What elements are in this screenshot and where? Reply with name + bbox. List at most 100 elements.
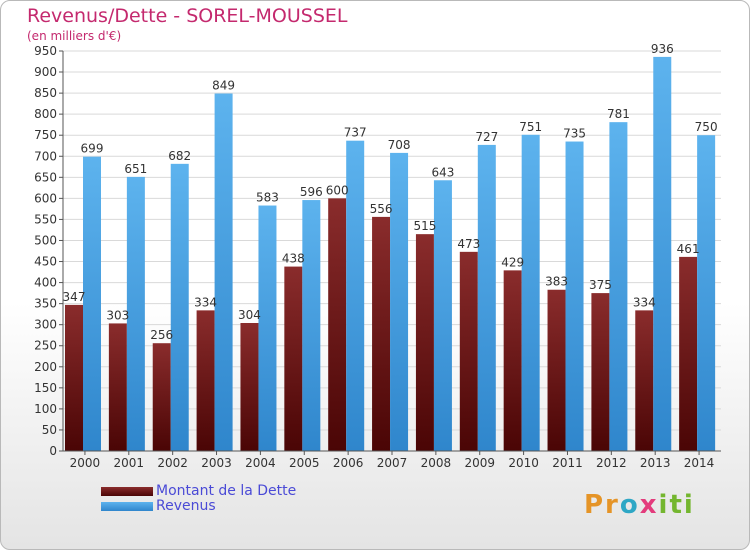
bar-debt xyxy=(503,270,522,451)
y-tick-label: 750 xyxy=(34,128,57,142)
x-tick-label: 2012 xyxy=(596,456,627,470)
bar-revenus xyxy=(83,156,101,451)
label-debt: 556 xyxy=(370,202,393,216)
bar-debt xyxy=(152,343,171,451)
y-tick-label: 800 xyxy=(34,107,57,121)
x-tick-label: 2013 xyxy=(640,456,671,470)
label-debt: 303 xyxy=(106,308,129,322)
bar-revenus xyxy=(170,163,189,451)
bar-debt xyxy=(328,198,347,451)
label-debt: 334 xyxy=(633,295,656,309)
y-tick-label: 250 xyxy=(34,339,57,353)
label-revenus: 727 xyxy=(475,130,498,144)
label-revenus: 737 xyxy=(344,126,367,140)
bar-debt xyxy=(108,323,127,451)
label-revenus: 583 xyxy=(256,191,279,205)
label-revenus: 735 xyxy=(563,127,586,141)
label-debt: 304 xyxy=(238,308,261,322)
bar-debt xyxy=(459,251,478,451)
label-revenus: 651 xyxy=(124,162,147,176)
bar-revenus xyxy=(521,134,540,451)
x-tick-label: 2002 xyxy=(157,456,188,470)
legend-swatch-revenus xyxy=(101,502,153,511)
x-tick-label: 2006 xyxy=(333,456,364,470)
label-debt: 347 xyxy=(63,290,86,304)
x-tick-label: 2000 xyxy=(70,456,101,470)
y-tick-label: 550 xyxy=(34,212,57,226)
label-debt: 375 xyxy=(589,278,612,292)
label-revenus: 699 xyxy=(81,142,104,156)
x-tick-label: 2009 xyxy=(464,456,495,470)
y-tick-label: 400 xyxy=(34,276,57,290)
y-tick-label: 50 xyxy=(42,423,57,437)
bar-debt xyxy=(196,310,215,451)
y-tick-label: 950 xyxy=(34,44,57,58)
label-debt: 473 xyxy=(457,237,480,251)
x-tick-label: 2004 xyxy=(245,456,276,470)
y-tick-label: 600 xyxy=(34,191,57,205)
bar-revenus xyxy=(126,176,145,452)
bar-revenus xyxy=(346,140,365,451)
bar-debt xyxy=(240,323,259,451)
bar-debt xyxy=(284,266,303,451)
label-revenus: 682 xyxy=(168,149,191,163)
x-tick-label: 2003 xyxy=(201,456,232,470)
bar-debt xyxy=(372,216,391,451)
label-debt: 334 xyxy=(194,295,217,309)
proxiti-logo: Proxiti xyxy=(584,490,695,520)
x-tick-label: 2001 xyxy=(114,456,145,470)
axes: 0 50 100 150 200 250 300 350 400 450 500 550 600 650 7… xyxy=(34,44,721,470)
bar-revenus xyxy=(653,56,672,451)
label-debt: 515 xyxy=(413,219,436,233)
bar-revenus xyxy=(390,152,409,452)
label-debt: 383 xyxy=(545,275,568,289)
y-tick-label: 150 xyxy=(34,381,57,395)
bar-debt xyxy=(679,256,698,451)
bar-debt xyxy=(591,293,610,451)
bar-revenus xyxy=(214,93,233,452)
legend-label-debt: Montant de la Dette xyxy=(156,483,297,499)
chart-title: Revenus/Dette - SOREL-MOUSSEL xyxy=(27,5,348,27)
bar-revenus xyxy=(258,205,277,451)
bar-debt xyxy=(65,304,83,451)
y-tick-label: 0 xyxy=(49,444,57,458)
data-labels: 347 699 303 651 256 682 334 849 304 583 438 596 600 7… xyxy=(63,42,718,342)
label-revenus: 781 xyxy=(607,107,630,121)
label-debt: 429 xyxy=(501,255,524,269)
y-tick-label: 850 xyxy=(34,86,57,100)
y-tick-label: 450 xyxy=(34,255,57,269)
y-tick-label: 650 xyxy=(34,170,57,184)
x-tick-label: 2014 xyxy=(684,456,715,470)
y-tick-label: 300 xyxy=(34,318,57,332)
label-debt: 461 xyxy=(677,242,700,256)
label-revenus: 849 xyxy=(212,79,235,93)
bar-revenus xyxy=(565,141,584,452)
bar-revenus xyxy=(609,122,628,451)
bar-debt xyxy=(547,289,566,451)
x-tick-label: 2010 xyxy=(508,456,539,470)
y-tick-label: 900 xyxy=(34,65,57,79)
y-tick-label: 200 xyxy=(34,360,57,374)
label-revenus: 936 xyxy=(651,42,674,56)
label-revenus: 708 xyxy=(388,138,411,152)
bars xyxy=(65,56,716,452)
bar-debt xyxy=(415,234,434,451)
legend-label-revenus: Revenus xyxy=(156,498,216,514)
label-revenus: 643 xyxy=(431,165,454,179)
x-tick-label: 2005 xyxy=(289,456,320,470)
label-revenus: 750 xyxy=(695,120,718,134)
bar-revenus xyxy=(433,180,452,451)
y-tick-label: 350 xyxy=(34,297,57,311)
label-debt: 600 xyxy=(326,183,349,197)
chart-subtitle: (en milliers d'€) xyxy=(27,29,122,43)
x-tick-label: 2007 xyxy=(377,456,408,470)
y-tick-label: 700 xyxy=(34,149,57,163)
label-revenus: 751 xyxy=(519,120,542,134)
label-debt: 256 xyxy=(150,328,173,342)
y-tick-label: 500 xyxy=(34,233,57,247)
label-debt: 438 xyxy=(282,252,305,266)
bar-debt xyxy=(635,310,654,451)
y-tick-label: 100 xyxy=(34,402,57,416)
